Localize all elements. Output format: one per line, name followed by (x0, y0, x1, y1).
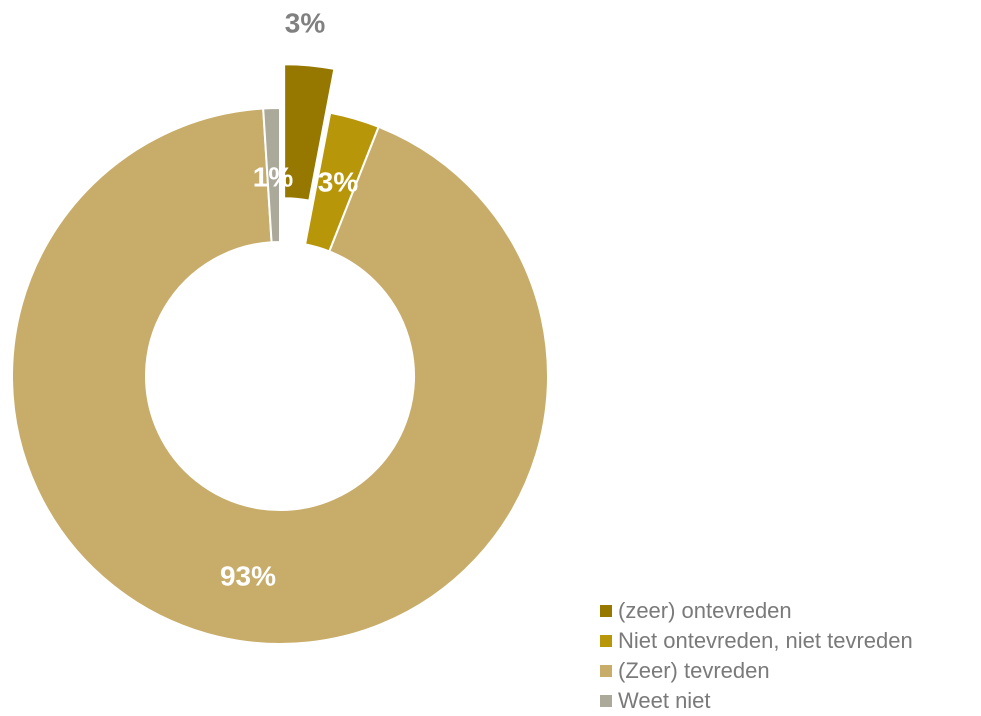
donut-slice (262, 106, 281, 244)
slice-value-label: 1% (253, 161, 294, 192)
donut-slice (11, 107, 549, 645)
slice-value-label: 93% (220, 560, 276, 591)
legend-item: Niet ontevreden, niet tevreden (600, 626, 913, 656)
legend-label: (zeer) ontevreden (618, 598, 792, 623)
legend-item: (Zeer) tevreden (600, 656, 913, 686)
legend-swatch (600, 695, 612, 707)
legend-item: Weet niet (600, 686, 913, 716)
slice-value-label: 3% (318, 166, 359, 197)
legend-label: Weet niet (618, 688, 711, 713)
legend-label: Niet ontevreden, niet tevreden (618, 628, 913, 653)
slice-value-label: 3% (285, 7, 326, 38)
legend-swatch (600, 605, 612, 617)
legend-label: (Zeer) tevreden (618, 658, 770, 683)
legend-item: (zeer) ontevreden (600, 596, 913, 626)
legend: (zeer) ontevreden Niet ontevreden, niet … (600, 596, 913, 716)
legend-swatch (600, 635, 612, 647)
legend-swatch (600, 665, 612, 677)
donut-slice (283, 63, 336, 202)
